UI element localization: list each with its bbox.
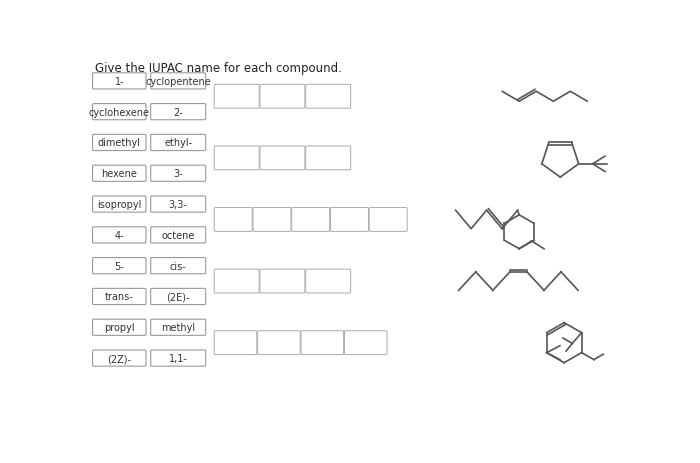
FancyBboxPatch shape (92, 289, 146, 305)
Text: (2Z)-: (2Z)- (107, 353, 132, 363)
Text: 4-: 4- (115, 231, 124, 240)
FancyBboxPatch shape (150, 350, 206, 366)
FancyBboxPatch shape (214, 269, 259, 294)
FancyBboxPatch shape (344, 331, 387, 355)
FancyBboxPatch shape (260, 269, 305, 294)
FancyBboxPatch shape (150, 74, 206, 90)
FancyBboxPatch shape (260, 85, 305, 109)
Text: trans-: trans- (105, 292, 134, 302)
FancyBboxPatch shape (150, 319, 206, 336)
Text: octene: octene (162, 231, 195, 240)
FancyBboxPatch shape (150, 289, 206, 305)
FancyBboxPatch shape (292, 208, 330, 232)
FancyBboxPatch shape (92, 350, 146, 366)
FancyBboxPatch shape (253, 208, 291, 232)
FancyBboxPatch shape (150, 227, 206, 244)
Text: dimethyl: dimethyl (98, 138, 141, 148)
FancyBboxPatch shape (214, 208, 252, 232)
FancyBboxPatch shape (306, 147, 351, 170)
FancyBboxPatch shape (150, 166, 206, 182)
FancyBboxPatch shape (150, 104, 206, 120)
FancyBboxPatch shape (214, 85, 259, 109)
FancyBboxPatch shape (258, 331, 300, 355)
FancyBboxPatch shape (92, 319, 146, 336)
Text: 5-: 5- (114, 261, 124, 271)
Text: 1-: 1- (115, 77, 124, 87)
FancyBboxPatch shape (92, 74, 146, 90)
Text: (2E)-: (2E)- (167, 292, 190, 302)
FancyBboxPatch shape (214, 331, 257, 355)
FancyBboxPatch shape (260, 147, 305, 170)
FancyBboxPatch shape (92, 197, 146, 213)
FancyBboxPatch shape (92, 227, 146, 244)
FancyBboxPatch shape (301, 331, 344, 355)
Text: ethyl-: ethyl- (164, 138, 193, 148)
FancyBboxPatch shape (92, 104, 146, 120)
Text: cis-: cis- (170, 261, 186, 271)
FancyBboxPatch shape (150, 197, 206, 213)
FancyBboxPatch shape (150, 135, 206, 151)
FancyBboxPatch shape (306, 85, 351, 109)
FancyBboxPatch shape (92, 258, 146, 274)
FancyBboxPatch shape (369, 208, 407, 232)
Text: isopropyl: isopropyl (97, 200, 141, 210)
Text: cyclohexene: cyclohexene (89, 107, 150, 118)
Text: cyclopentene: cyclopentene (146, 77, 211, 87)
FancyBboxPatch shape (92, 166, 146, 182)
FancyBboxPatch shape (330, 208, 368, 232)
Text: Give the IUPAC name for each compound.: Give the IUPAC name for each compound. (95, 62, 342, 75)
Text: 3-: 3- (174, 169, 183, 179)
Text: 3,3-: 3,3- (169, 200, 188, 210)
Text: 2-: 2- (174, 107, 183, 118)
Text: 1,1-: 1,1- (169, 353, 188, 363)
Text: methyl: methyl (161, 323, 195, 332)
Text: hexene: hexene (102, 169, 137, 179)
FancyBboxPatch shape (306, 269, 351, 294)
FancyBboxPatch shape (92, 135, 146, 151)
FancyBboxPatch shape (150, 258, 206, 274)
FancyBboxPatch shape (214, 147, 259, 170)
Text: propyl: propyl (104, 323, 134, 332)
